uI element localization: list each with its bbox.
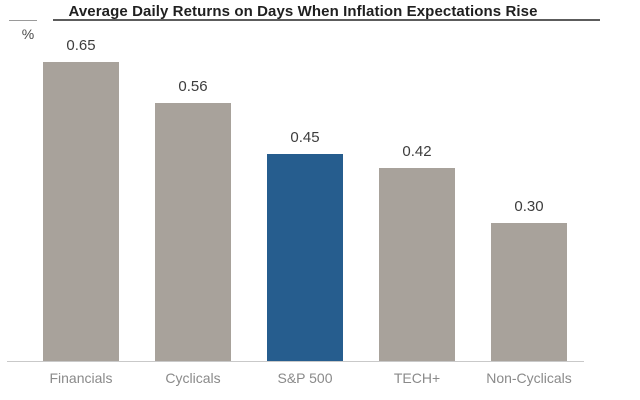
bar-value-label-financials: 0.65 xyxy=(66,37,96,54)
x-axis-label-cyclicals: Cyclicals xyxy=(165,370,221,386)
x-axis-label-financials: Financials xyxy=(49,370,113,386)
bar-value-label-non-cyclicals: 0.30 xyxy=(514,198,544,215)
bar-s-p-500 xyxy=(267,154,343,361)
bar-financials xyxy=(43,62,119,361)
bar-value-label-tech: 0.42 xyxy=(402,143,432,160)
bar-non-cyclicals xyxy=(491,223,567,361)
chart-title: Average Daily Returns on Days When Infla… xyxy=(68,3,538,20)
y-axis-unit-label: % xyxy=(21,26,35,42)
title-underline xyxy=(53,19,600,21)
bar-value-label-cyclicals: 0.56 xyxy=(178,78,208,95)
x-axis-label-tech: TECH+ xyxy=(393,370,441,386)
x-axis-line xyxy=(7,361,584,362)
y-axis-stub-line xyxy=(9,20,37,21)
x-axis-label-non-cyclicals: Non-Cyclicals xyxy=(486,370,572,386)
bar-tech xyxy=(379,168,455,361)
bar-value-label-s-p-500: 0.45 xyxy=(290,129,320,146)
bar-cyclicals xyxy=(155,103,231,361)
x-axis-label-s-p-500: S&P 500 xyxy=(277,370,333,386)
